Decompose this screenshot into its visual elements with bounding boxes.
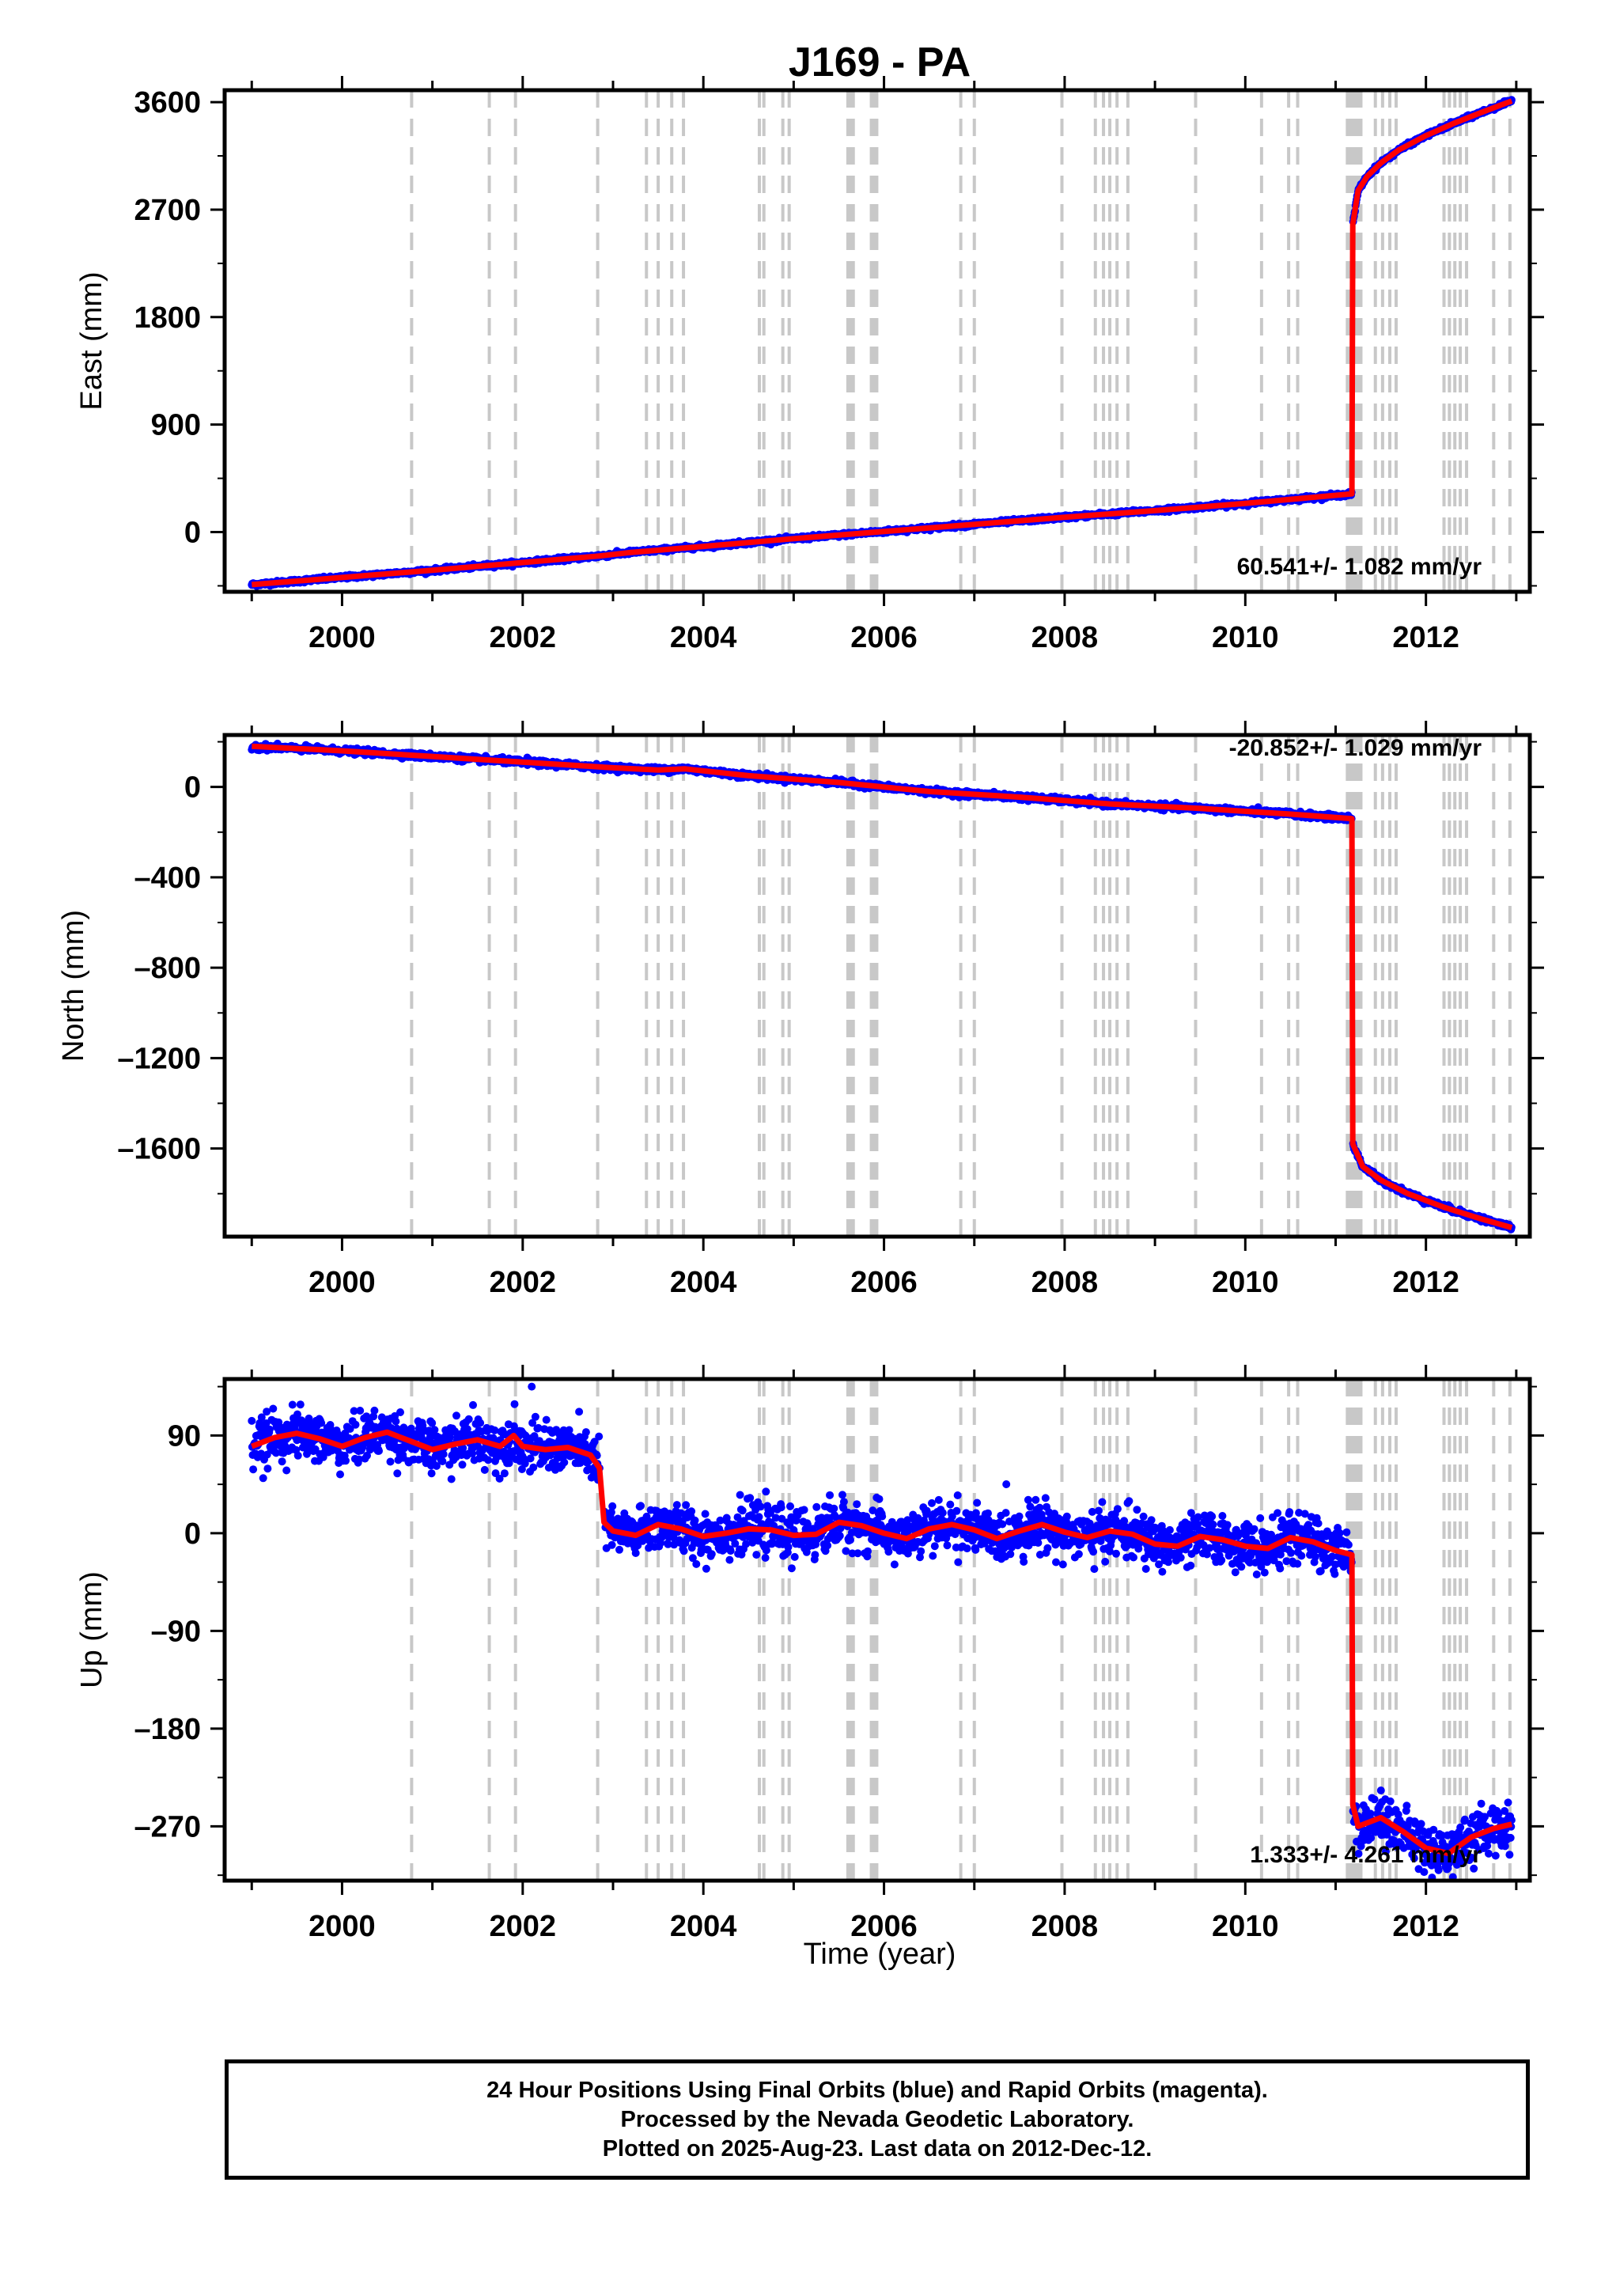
event-lines (410, 90, 1512, 592)
x-tick-label: 2008 (1031, 621, 1099, 654)
y-tick-label: 1800 (134, 301, 201, 335)
x-tick-label: 2006 (850, 621, 918, 654)
y-tick-label: 900 (151, 409, 201, 442)
y-tick-label: 2700 (134, 194, 201, 227)
panel-east: 0 900 1800 2700 3600 2000 2002 2004 2006 2008 2010… (75, 76, 1544, 654)
x-tick-label: 2000 (308, 621, 376, 654)
x-tick-label: 2002 (490, 621, 557, 654)
y-tick-label: 3600 (134, 86, 201, 119)
data-points (248, 96, 1516, 590)
rate-annotation: 60.541+/- 1.082 mm/yr (1237, 554, 1482, 580)
data-points (248, 739, 1516, 1233)
model-line (252, 98, 1513, 588)
x-tick-label: 2004 (670, 621, 737, 654)
y-tick-label: 0 (184, 517, 201, 550)
event-lines (410, 735, 1512, 1237)
x-tick-label: 2010 (1212, 621, 1279, 654)
y-axis-label: East (mm) (75, 271, 108, 410)
x-tick-label: 2012 (1392, 621, 1459, 654)
chart-title: J169 - PA (789, 40, 971, 85)
panel-frame (222, 88, 1532, 594)
